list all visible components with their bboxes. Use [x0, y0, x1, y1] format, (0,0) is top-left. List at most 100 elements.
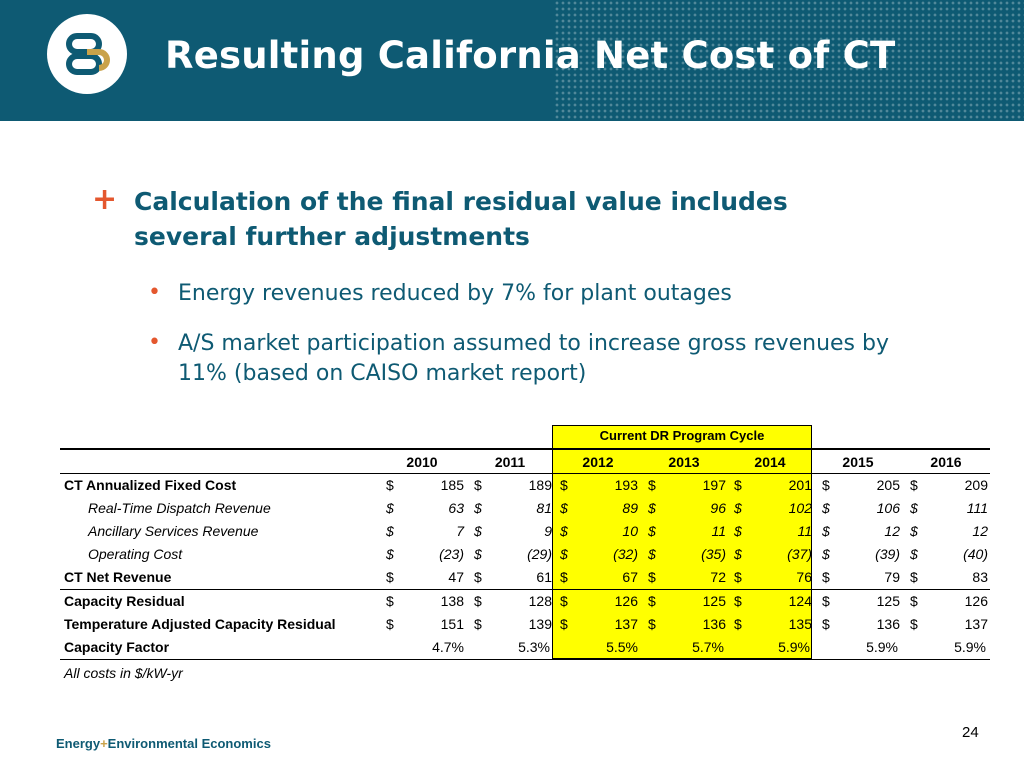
currency-symbol: $	[822, 569, 830, 585]
currency-symbol: $	[648, 569, 656, 585]
year-header: 2011	[494, 454, 526, 470]
currency-symbol: $	[648, 546, 656, 562]
cell-value: 89	[622, 500, 638, 516]
cell-value: 7	[456, 523, 464, 539]
currency-symbol: $	[648, 523, 656, 539]
cell-value: 126	[614, 593, 638, 609]
value-cell: $11	[644, 523, 732, 541]
cell-value: (23)	[439, 546, 464, 562]
currency-symbol: $	[822, 477, 830, 493]
value-cell: $ (23)	[382, 546, 470, 564]
cell-value: 10	[622, 523, 638, 539]
org-name-part2: Environmental Economics	[107, 736, 271, 751]
value-cell: $89	[556, 500, 644, 518]
value-cell: $11	[730, 523, 818, 541]
currency-symbol: $	[560, 477, 568, 493]
cell-value: 12	[972, 523, 988, 539]
value-cell: $83	[906, 569, 994, 587]
cell-value: 126	[964, 593, 988, 609]
currency-symbol: $	[910, 523, 918, 539]
cell-value: 124	[788, 593, 812, 609]
value-cell: $47	[382, 569, 470, 587]
cell-value: (40)	[963, 546, 988, 562]
year-header: 2012	[582, 454, 614, 470]
cell-value: 111	[966, 500, 988, 516]
cell-value: 138	[440, 593, 464, 609]
currency-symbol: $	[560, 569, 568, 585]
cell-value: 136	[876, 616, 900, 632]
value-cell: $126	[556, 593, 644, 611]
table-row: Capacity Factor 4.7% 5.3% 5.5% 5.7% 5.9%…	[60, 636, 990, 659]
value-cell: $126	[906, 593, 994, 611]
currency-symbol: $	[474, 500, 482, 516]
currency-symbol: $	[910, 546, 918, 562]
cell-value: 63	[448, 500, 464, 516]
org-name-part1: Energy	[56, 736, 101, 751]
table-note: All costs in $/kW-yr	[64, 665, 183, 681]
row-label: Capacity Factor	[64, 639, 170, 655]
table-row: Capacity Residual $138 $128 $126 $125 $124 $12…	[60, 590, 990, 613]
cell-value: 11	[797, 523, 812, 539]
year-header: 2013	[668, 454, 700, 470]
value-cell: $201	[730, 477, 818, 495]
currency-symbol: $	[648, 593, 656, 609]
currency-symbol: $	[734, 523, 742, 539]
currency-symbol: $	[734, 477, 742, 493]
currency-symbol: $	[386, 500, 394, 516]
value-cell: $61	[470, 569, 558, 587]
cell-value: 201	[788, 477, 812, 493]
row-label: Operating Cost	[88, 546, 183, 562]
cell-value: 135	[788, 616, 812, 632]
value-cell: $205	[818, 477, 906, 495]
cell-value: (29)	[527, 546, 552, 562]
header-bar	[0, 0, 1024, 121]
value-cell: $ (40)	[906, 546, 994, 564]
cell-value: (39)	[875, 546, 900, 562]
value-cell: $ (37)	[730, 546, 818, 564]
table-row: Real-Time Dispatch Revenue $63 $81 $89 $96 $1…	[60, 497, 990, 520]
sub-bullet-2: A/S market participation assumed to incr…	[178, 331, 889, 386]
cell-value: 67	[622, 569, 638, 585]
value-cell: $137	[906, 616, 994, 634]
highlight-label: Current DR Program Cycle	[599, 428, 765, 443]
pct-cell: 5.9%	[866, 639, 898, 655]
year-header: 2016	[930, 454, 962, 470]
value-cell: $63	[382, 500, 470, 518]
currency-symbol: $	[734, 616, 742, 632]
net-revenue-rule	[60, 589, 990, 590]
value-cell: $81	[470, 500, 558, 518]
row-label: CT Annualized Fixed Cost	[64, 477, 237, 493]
cell-value: 102	[788, 500, 812, 516]
cell-value: 209	[964, 477, 988, 493]
value-cell: $128	[470, 593, 558, 611]
cell-value: 125	[876, 593, 900, 609]
value-cell: $125	[644, 593, 732, 611]
cell-value: 151	[440, 616, 464, 632]
value-cell: $136	[818, 616, 906, 634]
table-row: Operating Cost $ (23) $ (29) $ (32) $ (35) $ (37) $…	[60, 543, 990, 566]
pct-cell: 5.9%	[954, 639, 986, 655]
page-number: 24	[962, 724, 979, 741]
value-cell: $ (39)	[818, 546, 906, 564]
currency-symbol: $	[910, 616, 918, 632]
cell-value: (37)	[787, 546, 812, 562]
value-cell: $72	[644, 569, 732, 587]
currency-symbol: $	[734, 500, 742, 516]
currency-symbol: $	[822, 616, 830, 632]
cell-value: 205	[876, 477, 900, 493]
row-label: Temperature Adjusted Capacity Residual	[64, 616, 336, 632]
value-cell: $10	[556, 523, 644, 541]
cell-value: 76	[796, 569, 812, 585]
currency-symbol: $	[734, 593, 742, 609]
value-cell: $76	[730, 569, 818, 587]
value-cell: $ (29)	[470, 546, 558, 564]
cell-value: 139	[528, 616, 552, 632]
currency-symbol: $	[474, 569, 482, 585]
pct-cell: 5.5%	[606, 639, 638, 655]
cell-value: 9	[544, 523, 552, 539]
cell-value: (32)	[613, 546, 638, 562]
value-cell: $9	[470, 523, 558, 541]
currency-symbol: $	[910, 569, 918, 585]
currency-symbol: $	[560, 593, 568, 609]
value-cell: $7	[382, 523, 470, 541]
